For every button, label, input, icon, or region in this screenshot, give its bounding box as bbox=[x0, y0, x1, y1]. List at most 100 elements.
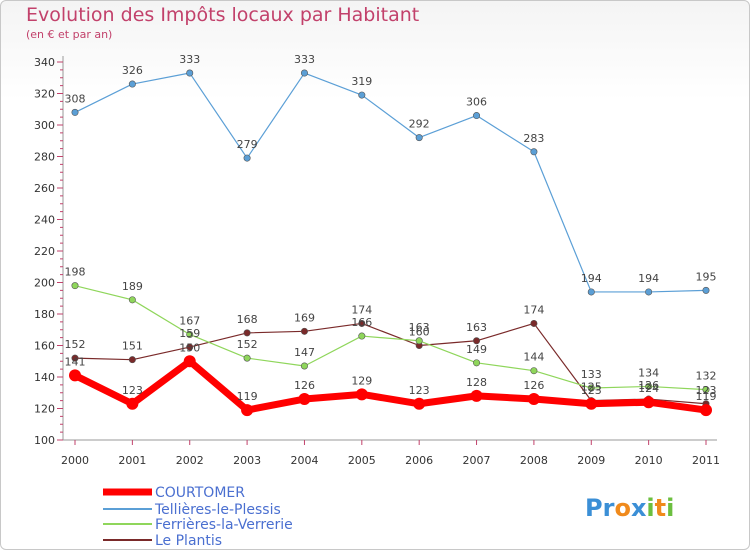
data-label: 160 bbox=[409, 326, 430, 339]
logo-letter: i bbox=[666, 494, 674, 522]
data-label: 195 bbox=[696, 270, 717, 283]
data-point bbox=[415, 134, 423, 142]
data-point bbox=[473, 112, 481, 120]
legend-label: Le Plantis bbox=[155, 533, 222, 549]
data-label: 126 bbox=[523, 379, 544, 392]
data-point bbox=[300, 69, 308, 77]
logo-letter: r bbox=[603, 494, 615, 522]
data-label: 134 bbox=[638, 366, 659, 379]
data-label: 174 bbox=[351, 303, 372, 316]
data-point bbox=[128, 296, 136, 304]
data-point bbox=[300, 362, 308, 370]
data-point bbox=[415, 337, 423, 345]
data-label: 132 bbox=[696, 370, 717, 383]
logo-letter: i bbox=[646, 494, 654, 522]
series-line-2 bbox=[74, 285, 707, 391]
series-line-1 bbox=[74, 72, 707, 293]
data-point bbox=[298, 393, 311, 406]
data-point bbox=[585, 397, 598, 410]
y-tick-label: 280 bbox=[34, 151, 55, 164]
x-tick-label: 2006 bbox=[405, 454, 433, 467]
data-point bbox=[300, 327, 308, 335]
data-point bbox=[243, 154, 251, 162]
data-label: 333 bbox=[179, 53, 200, 66]
x-tick-label: 2000 bbox=[61, 454, 89, 467]
data-label: 126 bbox=[294, 379, 315, 392]
data-label: 124 bbox=[638, 382, 659, 395]
data-point bbox=[186, 69, 194, 77]
data-label: 283 bbox=[523, 132, 544, 145]
legend-label: Ferrières-la-Verrerie bbox=[155, 517, 293, 533]
y-tick-label: 140 bbox=[34, 371, 55, 384]
logo-letter: o bbox=[614, 494, 631, 522]
data-label: 151 bbox=[122, 340, 143, 353]
series-line-0 bbox=[73, 357, 707, 414]
data-label: 119 bbox=[237, 390, 258, 403]
data-point bbox=[243, 329, 251, 337]
data-point bbox=[527, 393, 540, 406]
y-tick-label: 320 bbox=[34, 88, 55, 101]
data-label: 149 bbox=[466, 343, 487, 356]
data-point bbox=[358, 91, 366, 99]
data-label: 163 bbox=[409, 321, 430, 334]
data-point bbox=[470, 389, 483, 402]
data-label: 123 bbox=[696, 384, 717, 397]
y-tick-label: 260 bbox=[34, 182, 55, 195]
data-point bbox=[702, 286, 710, 294]
data-point bbox=[186, 330, 194, 338]
data-label: 333 bbox=[294, 53, 315, 66]
data-point bbox=[241, 404, 254, 417]
data-point bbox=[126, 397, 139, 410]
data-point bbox=[358, 319, 366, 327]
data-point bbox=[243, 354, 251, 362]
data-label: 279 bbox=[237, 138, 258, 151]
x-tick-label: 2008 bbox=[520, 454, 548, 467]
data-label: 147 bbox=[294, 346, 315, 359]
data-point bbox=[71, 354, 79, 362]
data-label: 133 bbox=[581, 368, 602, 381]
data-point bbox=[587, 288, 595, 296]
data-point bbox=[530, 319, 538, 327]
data-label: 150 bbox=[179, 341, 200, 354]
data-label: 152 bbox=[65, 338, 86, 351]
data-label: 174 bbox=[523, 303, 544, 316]
data-label: 119 bbox=[696, 390, 717, 403]
logo-letter: P bbox=[585, 494, 603, 522]
data-label: 123 bbox=[581, 384, 602, 397]
data-label: 163 bbox=[466, 321, 487, 334]
data-point bbox=[69, 369, 81, 382]
data-label: 123 bbox=[409, 384, 430, 397]
chart-title: Evolution des Impôts locaux par Habitant bbox=[26, 4, 420, 26]
data-label: 194 bbox=[581, 272, 602, 285]
data-point bbox=[645, 382, 653, 390]
proxiti-logo: Proxiti bbox=[585, 494, 674, 522]
data-label: 319 bbox=[351, 75, 372, 88]
data-label: 198 bbox=[65, 266, 86, 279]
data-point bbox=[702, 386, 710, 394]
data-label: 141 bbox=[65, 355, 86, 368]
data-label: 125 bbox=[581, 381, 602, 394]
data-point bbox=[642, 396, 655, 409]
data-point bbox=[358, 332, 366, 340]
data-point bbox=[700, 404, 712, 417]
data-point bbox=[355, 388, 368, 401]
y-tick-label: 240 bbox=[34, 214, 55, 227]
y-tick-label: 340 bbox=[34, 56, 55, 69]
data-point bbox=[71, 282, 79, 290]
data-label: 167 bbox=[179, 314, 200, 327]
logo-letter: t bbox=[655, 494, 666, 522]
x-tick-label: 2011 bbox=[692, 454, 720, 467]
y-tick-label: 200 bbox=[34, 277, 55, 290]
data-label: 166 bbox=[351, 316, 372, 329]
data-label: 128 bbox=[466, 376, 487, 389]
x-tick-label: 2005 bbox=[348, 454, 376, 467]
x-tick-label: 2007 bbox=[463, 454, 491, 467]
data-point bbox=[413, 397, 426, 410]
data-label: 169 bbox=[294, 311, 315, 324]
data-label: 308 bbox=[65, 92, 86, 105]
data-point bbox=[473, 337, 481, 345]
data-point bbox=[587, 384, 595, 392]
data-label: 168 bbox=[237, 313, 258, 326]
